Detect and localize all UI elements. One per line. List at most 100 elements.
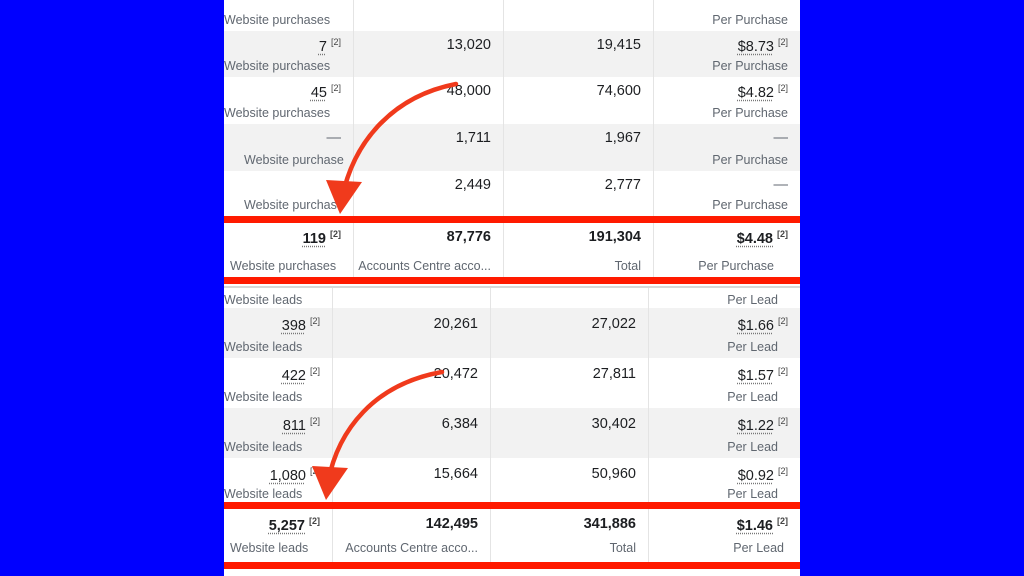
results-cell: 7 [2] Website purchases — [224, 31, 354, 77]
result-type-label: Website leads — [224, 390, 303, 404]
footnote-marker: [2] — [777, 516, 788, 526]
total-reach-value: 87,776 — [446, 229, 491, 245]
results-value[interactable]: 422 [2] — [281, 366, 320, 384]
total-cost-value[interactable]: $1.46 [2] — [736, 516, 788, 534]
table-row: 45 [2] Website purchases 48,000 74,600 $4… — [224, 77, 800, 124]
table-row: 811 [2] Website leads 6,384 30,402 $1.22[… — [224, 408, 800, 458]
reach-cell: 6,384 — [333, 408, 491, 458]
cost-type-label: Per Lead — [727, 340, 778, 354]
footnote-marker: [2] — [777, 466, 788, 476]
result-type-label: Website purchases — [224, 59, 331, 73]
cost-type-label: Per Lead — [727, 293, 778, 307]
cost-type-label: Per Purchase — [712, 59, 788, 73]
table-row: Website purchase 2,449 2,777 — Per Purch… — [224, 171, 800, 216]
footnote-marker: [2] — [309, 516, 320, 526]
total-results-value[interactable]: 5,257 [2] — [268, 516, 320, 534]
reach-cell — [333, 288, 491, 308]
cost-per-result-value[interactable]: $1.22 [2] — [737, 416, 788, 434]
total-impressions-label: Total — [614, 259, 641, 273]
results-value[interactable]: 7 [2] — [318, 37, 341, 55]
footnote-marker: [2] — [330, 83, 341, 93]
leads-table: Website leads Per Lead 398 [2] Website le… — [224, 288, 800, 504]
result-type-label: Website purchases — [224, 106, 331, 120]
table-row: Website purchases Per Purchase — [224, 0, 800, 31]
table-row: Website leads Per Lead — [224, 288, 800, 308]
table-row: 398 [2] Website leads 20,261 27,022 $1.66… — [224, 308, 800, 358]
impressions-cell — [504, 0, 654, 31]
reach-cell: 20,472 — [333, 358, 491, 408]
footnote-marker: [2] — [777, 416, 788, 426]
cost-cell: $1.66 [2] Per Lead — [649, 308, 800, 358]
impressions-cell: 2,777 — [504, 171, 654, 216]
total-reach-cell: 87,776 Accounts Centre acco... — [354, 223, 504, 277]
highlight-line — [224, 562, 800, 569]
results-cell: 422 [2] Website leads — [224, 358, 333, 408]
results-cell: 1,080 [2] Website leads — [224, 458, 333, 502]
cost-cell: — Per Purchase — [654, 124, 800, 171]
footnote-marker: [2] — [777, 316, 788, 326]
impressions-value: 27,811 — [592, 366, 636, 382]
cost-per-result-value[interactable]: $1.57 [2] — [737, 366, 788, 384]
cost-cell: $1.22 [2] Per Lead — [649, 408, 800, 458]
total-reach-label: Accounts Centre acco... — [345, 541, 478, 555]
highlight-line — [224, 502, 800, 509]
impressions-cell: 27,022 — [491, 308, 649, 358]
result-type-label: Website leads — [224, 487, 303, 501]
footnote-marker: [2] — [777, 229, 788, 239]
total-results-label: Website leads — [230, 541, 309, 555]
result-type-label: Website leads — [224, 440, 303, 454]
total-cost-label: Per Purchase — [698, 259, 774, 273]
results-value[interactable]: 1,080 [2] — [269, 466, 320, 484]
cost-per-result-value: — — [773, 130, 789, 146]
reach-cell: 48,000 — [354, 77, 504, 124]
highlight-line — [224, 216, 800, 223]
impressions-cell: 19,415 — [504, 31, 654, 77]
cost-cell: $1.57 [2] Per Lead — [649, 358, 800, 408]
results-value[interactable]: 811 [2] — [282, 416, 320, 434]
footnote-marker: [2] — [330, 229, 341, 239]
reach-value: 15,664 — [433, 466, 478, 482]
reach-cell: 1,711 — [354, 124, 504, 171]
total-results-cell: 5,257 [2] Website leads — [224, 509, 333, 562]
impressions-value: 19,415 — [596, 37, 641, 53]
cost-cell: — Per Purchase — [654, 171, 800, 216]
footnote-marker: [2] — [330, 37, 341, 47]
total-reach-cell: 142,495 Accounts Centre acco... — [333, 509, 491, 562]
total-reach-value: 142,495 — [425, 516, 478, 532]
results-value[interactable]: 45 [2] — [310, 83, 341, 101]
impressions-cell: 74,600 — [504, 77, 654, 124]
cost-type-label: Per Lead — [727, 390, 778, 404]
total-cost-label: Per Lead — [733, 541, 784, 555]
impressions-value: 74,600 — [596, 83, 641, 99]
cost-type-label: Per Lead — [727, 440, 778, 454]
reach-cell: 20,261 — [333, 308, 491, 358]
table-row: — Website purchase 1,711 1,967 — Per Pur… — [224, 124, 800, 171]
result-type-label: Website purchase — [244, 153, 344, 167]
footnote-marker: [2] — [309, 366, 320, 376]
total-impressions-cell: 341,886 Total — [491, 509, 649, 562]
reach-value: 6,384 — [441, 416, 478, 432]
cost-type-label: Per Purchase — [712, 13, 788, 27]
cost-cell: $4.82 [2] Per Purchase — [654, 77, 800, 124]
impressions-value: 27,022 — [591, 316, 636, 332]
cost-type-label: Per Lead — [727, 487, 778, 501]
results-cell: 811 [2] Website leads — [224, 408, 333, 458]
results-cell: 398 [2] Website leads — [224, 308, 333, 358]
impressions-value: 30,402 — [591, 416, 636, 432]
cost-per-result-value[interactable]: $8.73 [2] — [737, 37, 788, 55]
cost-per-result-value[interactable]: $1.66 [2] — [737, 316, 788, 334]
result-type-label: Website leads — [224, 340, 303, 354]
results-value: — — [326, 130, 342, 146]
cost-per-result-value[interactable]: $4.82 [2] — [737, 83, 788, 101]
reach-value: 13,020 — [446, 37, 491, 53]
total-cost-cell: $1.46 [2] Per Lead — [649, 509, 800, 562]
footnote-marker: [2] — [777, 83, 788, 93]
impressions-cell: 1,967 — [504, 124, 654, 171]
footnote-marker: [2] — [309, 416, 320, 426]
result-type-label: Website purchases — [224, 13, 331, 27]
cost-per-result-value[interactable]: $0.92 [2] — [737, 466, 788, 484]
total-cost-value[interactable]: $4.48 [2] — [736, 229, 788, 247]
total-results-value[interactable]: 119 [2] — [302, 229, 341, 247]
result-type-label: Website purchase — [244, 198, 344, 212]
results-value[interactable]: 398 [2] — [281, 316, 320, 334]
